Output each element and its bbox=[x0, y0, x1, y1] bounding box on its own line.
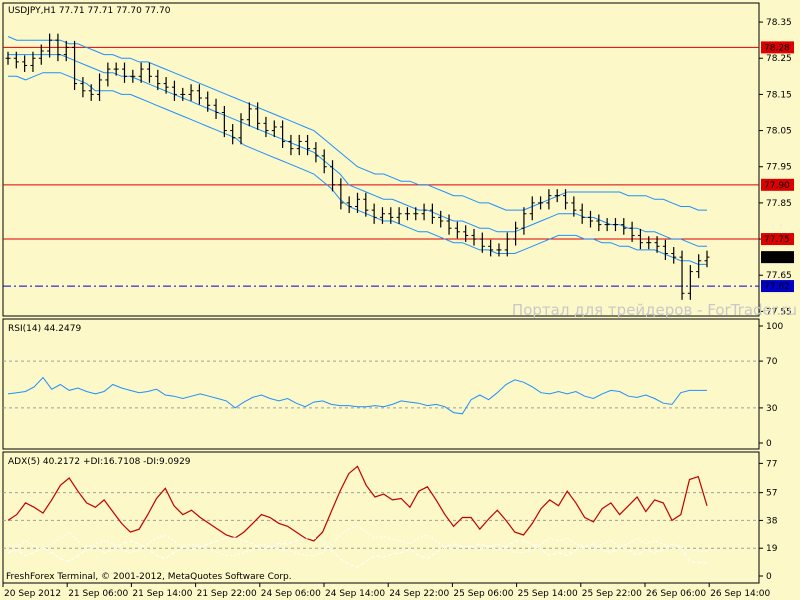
adx-panel-frame[interactable] bbox=[2, 451, 760, 584]
level-label-1: 77.90 bbox=[764, 181, 790, 191]
main-panel-frame bbox=[2, 2, 760, 317]
rsi-line bbox=[7, 376, 707, 415]
main-y-tick-label: 78.25 bbox=[766, 54, 792, 64]
current-price-label-bg bbox=[761, 251, 794, 264]
rsi-chart bbox=[3, 360, 759, 415]
adx-chart bbox=[3, 465, 759, 568]
rsi-y-tick-label: 100 bbox=[766, 322, 783, 332]
adx-y-tick-label: 38 bbox=[766, 516, 778, 526]
axes: 78.35 78.25 78.15 78.05 77.95 77.85 77.75 77.65… bbox=[2, 18, 794, 599]
copyright-text: FreshForex Terminal, © 2001-2012, MetaQu… bbox=[6, 572, 292, 582]
x-tick-label: 24 Sep 06:00 bbox=[261, 589, 321, 599]
x-tick-label: 21 Sep 22:00 bbox=[197, 589, 257, 599]
rsi-panel-frame[interactable] bbox=[2, 318, 760, 450]
level-label-0: 78.28 bbox=[764, 43, 790, 53]
di-plus-line bbox=[7, 525, 708, 556]
main-y-tick-label: 77.65 bbox=[766, 271, 792, 281]
adx-y-tick-label: 57 bbox=[766, 489, 777, 499]
level-label-2-bg bbox=[761, 233, 794, 246]
adx-y-tick-label: 0 bbox=[766, 572, 772, 582]
x-tick-label: 25 Sep 14:00 bbox=[518, 589, 578, 599]
rsi-y-tick-label: 70 bbox=[766, 357, 778, 367]
watermark: Портал для трейдеров - ForTrader.ru bbox=[512, 301, 797, 319]
di-minus-line bbox=[7, 537, 708, 568]
x-tick-label: 21 Sep 06:00 bbox=[68, 589, 128, 599]
main-y-tick-label: 78.35 bbox=[766, 18, 792, 28]
main-y-tick-label: 78.05 bbox=[766, 127, 792, 137]
x-tick-label: 26 Sep 06:00 bbox=[646, 589, 706, 599]
x-tick-label: 24 Sep 22:00 bbox=[389, 589, 449, 599]
bands-upper-line bbox=[7, 36, 707, 211]
adx-line bbox=[7, 465, 708, 542]
main-y-tick-label: 78.15 bbox=[766, 90, 792, 100]
x-tick-label: 25 Sep 06:00 bbox=[453, 589, 513, 599]
main-y-tick-label: 77.85 bbox=[766, 199, 792, 209]
adx-y-tick-label: 77 bbox=[766, 459, 777, 469]
x-tick-label: 21 Sep 14:00 bbox=[132, 589, 192, 599]
x-tick-label: 25 Sep 22:00 bbox=[582, 589, 642, 599]
rsi-title: RSI(14) 44.2479 bbox=[8, 324, 81, 334]
x-tick-label: 24 Sep 14:00 bbox=[325, 589, 385, 599]
rsi-y-tick-label: 0 bbox=[766, 439, 772, 449]
main-y-tick-label: 77.95 bbox=[766, 163, 792, 173]
level-label-3: 77.62 bbox=[764, 282, 790, 292]
main-y-tick-label: 77.55 bbox=[766, 307, 792, 317]
level-label-3-bg bbox=[761, 280, 794, 293]
adx-y-tick-label: 19 bbox=[766, 544, 778, 554]
level-label-1-bg bbox=[761, 178, 794, 191]
level-label-2: 77.75 bbox=[764, 235, 790, 245]
rsi-y-tick-label: 30 bbox=[766, 404, 778, 414]
adx-title: ADX(5) 40.2172 +DI:16.7108 -DI:9.0929 bbox=[8, 457, 191, 467]
x-tick-label: 20 Sep 2012 bbox=[4, 589, 61, 599]
level-label-0-bg bbox=[761, 41, 794, 54]
x-tick-label: 26 Sep 14:00 bbox=[710, 589, 770, 599]
main-price-chart bbox=[3, 33, 759, 300]
current-price-label: 77.70 bbox=[764, 253, 790, 263]
main-title: USDJPY,H1 77.71 77.71 77.70 77.70 bbox=[8, 6, 171, 16]
